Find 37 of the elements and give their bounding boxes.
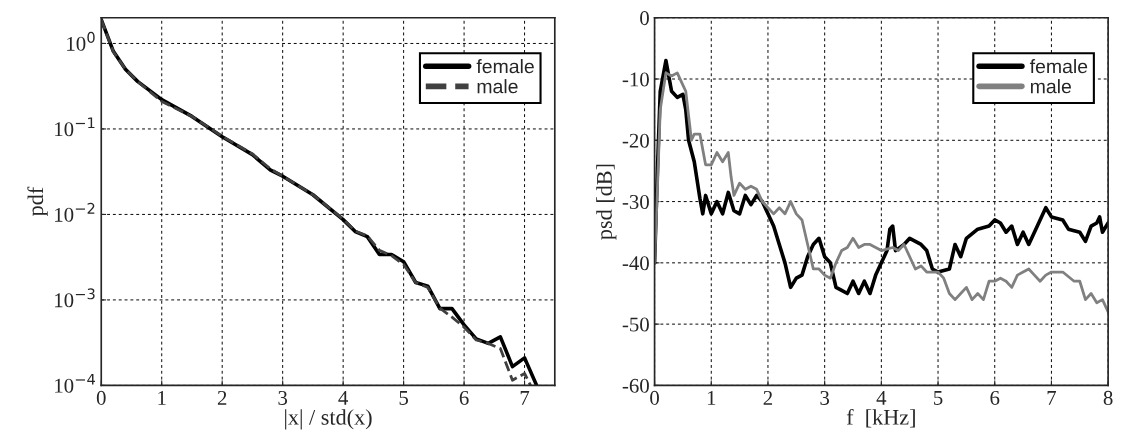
y-tick-label: 10$^{−2}$ bbox=[55, 202, 95, 222]
y-tick-label: 10$^{−4}$ bbox=[55, 373, 95, 393]
legend-label: female bbox=[476, 59, 534, 74]
x-tick-label: 4 bbox=[876, 391, 887, 405]
x-tick-label: 3 bbox=[820, 390, 830, 405]
x-axis-title: |x| / std(x) bbox=[285, 409, 372, 430]
y-tick-label: -50 bbox=[622, 317, 649, 332]
y-axis-title: pdf bbox=[27, 186, 48, 217]
x-tick-label: 1 bbox=[158, 390, 166, 405]
y-tick-label: -10 bbox=[622, 72, 649, 87]
x-tick-label: 4 bbox=[338, 391, 349, 405]
y-tick-label: 10$^{−1}$ bbox=[55, 117, 95, 137]
x-tick-label: 8 bbox=[1103, 390, 1113, 405]
x-axis-title: f [kHz] bbox=[846, 408, 915, 428]
x-tick-label: 6 bbox=[990, 390, 1000, 405]
x-tick-label: 7 bbox=[1047, 391, 1057, 405]
y-axis-title: psd [dB] bbox=[596, 164, 617, 240]
x-tick-label: 2 bbox=[763, 390, 773, 405]
x-tick-label: 1 bbox=[707, 390, 716, 405]
y-tick-label: -60 bbox=[622, 378, 649, 393]
legend-label: male bbox=[1030, 79, 1071, 94]
x-tick-label: 5 bbox=[934, 391, 943, 405]
y-tick-label: 10$^{0}$ bbox=[67, 31, 95, 51]
x-tick-label: 6 bbox=[459, 390, 469, 405]
legend-label: female bbox=[1029, 59, 1088, 74]
x-tick-label: 0 bbox=[650, 390, 659, 405]
y-tick-label: -20 bbox=[622, 133, 649, 148]
x-tick-label: 0 bbox=[96, 390, 106, 405]
x-tick-label: 2 bbox=[217, 390, 227, 405]
x-tick-label: 5 bbox=[399, 391, 409, 405]
y-tick-label: -30 bbox=[622, 194, 649, 209]
legend-label: male bbox=[477, 79, 518, 94]
y-tick-label: -40 bbox=[622, 256, 649, 271]
y-tick-label: 10$^{−3}$ bbox=[55, 288, 95, 308]
x-tick-label: 7 bbox=[520, 391, 530, 405]
y-tick-label: 0 bbox=[640, 11, 649, 26]
x-tick-label: 3 bbox=[278, 390, 288, 405]
